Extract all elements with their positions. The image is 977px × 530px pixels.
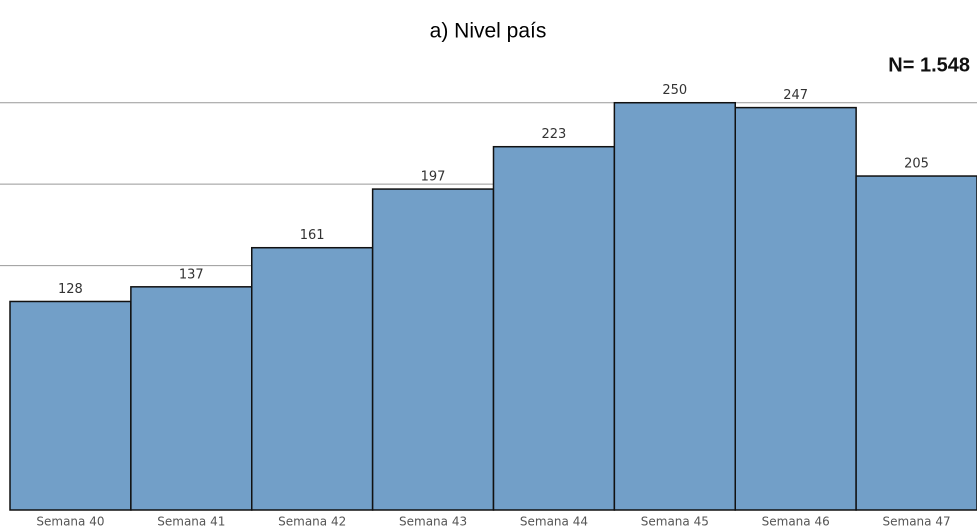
x-tick-label: Semana 42 [278,515,346,529]
bar [492,145,616,511]
bar [613,101,736,511]
chart-title: a) Nivel país [430,20,547,43]
x-tick-label: Semana 44 [520,515,588,529]
x-tick-label: Semana 40 [36,515,104,529]
bar [9,300,132,511]
x-tick-label: Semana 47 [883,515,951,529]
value-label: 161 [300,228,325,243]
value-label: 137 [179,267,204,282]
bar [130,286,253,511]
x-tick-label: Semana 46 [762,515,830,529]
x-tick-label: Semana 41 [157,515,225,529]
value-label: 205 [904,157,929,172]
bar [855,175,977,511]
bar [251,246,374,511]
value-label: 247 [783,88,808,103]
value-label: 250 [662,83,687,98]
bar [371,188,495,511]
value-label: 197 [421,170,446,185]
x-tick-label: Semana 45 [641,515,709,529]
value-label: 223 [542,127,567,142]
x-tick-label: Semana 43 [399,515,467,529]
bar [734,106,857,511]
annotation: N= 1.548 [888,54,970,76]
value-label: 128 [58,282,83,297]
